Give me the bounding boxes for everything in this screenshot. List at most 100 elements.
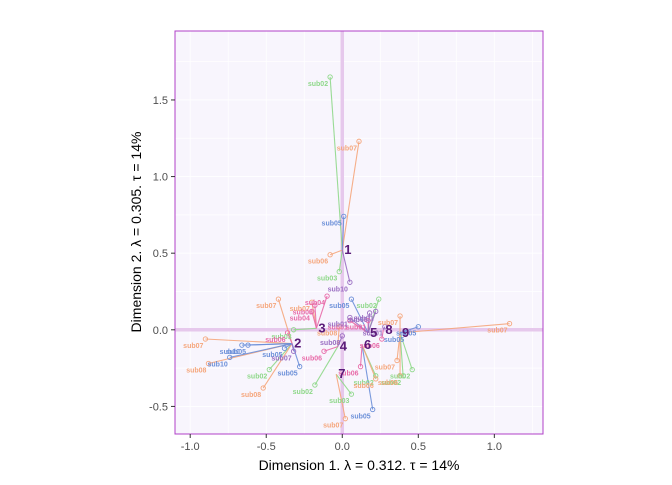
point-label: sub06 xyxy=(338,371,358,378)
connector-segment xyxy=(329,76,343,251)
data-point xyxy=(281,345,288,351)
connector-segment xyxy=(381,329,384,340)
point-label: sub05 xyxy=(329,303,349,310)
x-tick-label: -1.0 xyxy=(181,441,200,453)
point-label: sub07 xyxy=(375,364,395,371)
data-point xyxy=(356,138,362,144)
connector-segment xyxy=(367,311,377,334)
data-point xyxy=(341,213,347,220)
connector-segment xyxy=(350,298,369,334)
point-label: sub05 xyxy=(262,352,282,359)
connector-segment xyxy=(382,326,386,331)
point-label: sub08 xyxy=(186,368,206,375)
connector-segment xyxy=(361,345,374,410)
data-point xyxy=(266,366,272,373)
data-point xyxy=(373,376,379,382)
point-label: sub03 xyxy=(329,398,349,405)
data-point xyxy=(382,324,388,330)
connector-segment xyxy=(314,305,317,329)
point-label: sub02 xyxy=(381,380,401,387)
connector-segment xyxy=(268,343,293,371)
data-point xyxy=(357,363,364,370)
point-label: sub07 xyxy=(337,145,357,152)
data-point xyxy=(347,314,353,321)
zero-axis-lines xyxy=(175,31,543,434)
point-label: sub10 xyxy=(208,361,228,368)
data-point xyxy=(284,330,291,336)
connector-segment xyxy=(315,295,328,329)
x-tick-label: 0.5 xyxy=(411,441,426,453)
data-point xyxy=(327,74,333,80)
data-point xyxy=(373,373,379,379)
data-point xyxy=(202,336,209,342)
data-point xyxy=(397,373,403,379)
x-axis-ticks: -1.0 -0.5 0.0 0.5 1.0 xyxy=(181,434,502,453)
point-label: sub06 xyxy=(360,343,380,350)
point-label: sub06 xyxy=(302,355,322,362)
data-point xyxy=(290,327,297,333)
data-point xyxy=(365,317,371,324)
point-label: sub06 xyxy=(378,380,398,387)
data-points xyxy=(202,74,513,422)
x-axis-title: Dimension 1. λ = 0.312. τ = 14% xyxy=(259,457,460,473)
connector-segment xyxy=(337,326,340,347)
point-label: sub05 xyxy=(277,371,297,378)
connector-segment xyxy=(247,343,293,346)
y-tick-label: 1.0 xyxy=(153,172,168,184)
point-label: sub05 xyxy=(226,349,246,356)
connector-segment xyxy=(341,249,351,283)
y-axis-ticks: -0.5 0.0 0.5 1.0 1.5 xyxy=(149,95,175,413)
data-point xyxy=(373,308,379,315)
connector-segment xyxy=(293,327,317,331)
data-point xyxy=(260,385,266,391)
point-label: sub08 xyxy=(293,309,313,316)
data-point xyxy=(336,268,342,275)
point-label: sub06 xyxy=(265,337,285,344)
point-label: sub07 xyxy=(271,355,291,362)
data-point xyxy=(312,382,318,388)
data-point xyxy=(366,310,373,316)
point-label: sub05 xyxy=(350,413,370,420)
data-point xyxy=(409,366,415,373)
centroid-label: 7 xyxy=(338,366,345,381)
connector-segment xyxy=(311,311,317,329)
point-label: sub01 xyxy=(353,315,373,322)
point-label: sub01 xyxy=(328,322,348,329)
data-point xyxy=(275,296,282,302)
centroid-label: 3 xyxy=(318,320,325,335)
y-tick-label: 1.5 xyxy=(153,95,168,107)
x-tick-label: -0.5 xyxy=(257,441,276,453)
connector-segment xyxy=(399,332,413,370)
data-point xyxy=(297,363,303,370)
point-label: sub02 xyxy=(390,374,410,381)
connector-segment xyxy=(399,326,419,334)
point-label: sub01 xyxy=(346,325,366,332)
point-label: sub02 xyxy=(247,374,267,381)
plot-panel xyxy=(175,31,543,434)
data-point xyxy=(394,357,400,364)
point-label: sub04 xyxy=(290,315,310,322)
data-point xyxy=(348,296,355,302)
connector-segment xyxy=(341,216,345,251)
data-point xyxy=(309,299,315,305)
point-label: sub03 xyxy=(317,276,337,283)
point-label: sub01 xyxy=(363,331,383,338)
centroid-label: 6 xyxy=(364,337,371,352)
data-point xyxy=(348,391,355,397)
data-point xyxy=(312,302,318,308)
connector-segment xyxy=(314,346,339,386)
point-label: sub05 xyxy=(396,331,416,338)
data-point xyxy=(403,330,409,336)
data-point xyxy=(400,373,406,379)
point-label: sub05 xyxy=(347,317,367,324)
connector-segment xyxy=(361,344,377,380)
connector-segment xyxy=(277,298,293,344)
point-label: sub02 xyxy=(293,389,313,396)
data-point xyxy=(336,324,342,330)
connector-segment xyxy=(349,317,369,334)
point-label: sub02 xyxy=(353,380,373,387)
data-point xyxy=(347,279,353,285)
